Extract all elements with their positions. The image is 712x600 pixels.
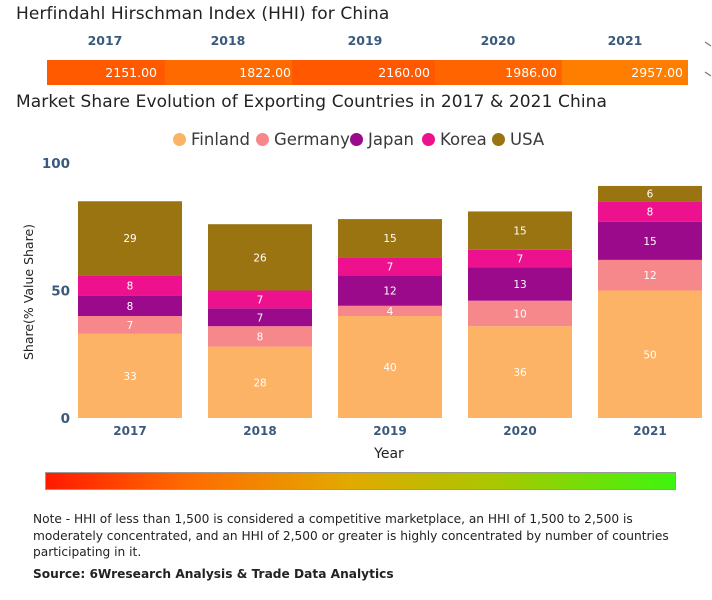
bar-segment-japan [468, 267, 572, 301]
hhi-value: 1822.00 [239, 65, 291, 80]
x-tick-label: 2018 [243, 424, 276, 438]
bar-segment-finland [78, 333, 182, 418]
data-label: 28 [253, 377, 266, 389]
scroll-edge-marks [704, 41, 712, 77]
data-label: 29 [123, 233, 136, 245]
concentration-color-scale [45, 472, 676, 490]
hhi-value: 2957.00 [631, 65, 683, 80]
bar-segment-germany [598, 259, 702, 291]
data-label: 7 [387, 261, 394, 273]
bar-segment-korea [598, 201, 702, 222]
legend-item-germany[interactable]: Germany [256, 128, 350, 150]
data-label: 40 [383, 362, 396, 374]
source-text: Source: 6Wresearch Analysis & Trade Data… [33, 567, 394, 581]
bar-segment-usa [598, 185, 702, 202]
data-label: 8 [647, 206, 654, 218]
legend-swatch-icon [350, 132, 363, 146]
data-label: 26 [253, 252, 267, 264]
hhi-value: 2151.00 [105, 65, 157, 80]
bar-segment-japan [338, 275, 442, 306]
bar-segment-japan [598, 221, 702, 260]
bar-segment-germany [338, 305, 442, 316]
data-label: 33 [123, 371, 136, 383]
data-label: 7 [517, 254, 524, 266]
bar-segment-usa [338, 219, 442, 258]
data-label: 4 [387, 306, 394, 318]
bar-segment-japan [78, 295, 182, 316]
legend-label: Finland [191, 129, 250, 149]
note-text: Note - HHI of less than 1,500 is conside… [33, 512, 669, 559]
y-tick-label: 100 [42, 156, 70, 172]
legend-label: Germany [274, 129, 350, 149]
data-label: 6 [647, 189, 654, 201]
data-label: 8 [127, 280, 134, 292]
legend-item-japan[interactable]: Japan [350, 128, 414, 150]
hhi-value: 2160.00 [378, 65, 430, 80]
data-label: 13 [513, 279, 526, 291]
hhi-cell [292, 60, 435, 85]
x-axis-title: Year [373, 446, 404, 462]
legend-swatch-icon [422, 132, 435, 146]
chart-title: Market Share Evolution of Exporting Coun… [16, 92, 608, 112]
y-tick-label: 0 [61, 411, 70, 427]
y-tick-label: 50 [51, 284, 70, 300]
data-label: 7 [257, 312, 264, 324]
hhi-value: 1986.00 [505, 65, 557, 80]
hhi-cell [165, 60, 292, 85]
data-label: 15 [643, 236, 656, 248]
x-tick-label: 2019 [373, 424, 406, 438]
hhi-title: Herfindahl Hirschman Index (HHI) for Chi… [16, 4, 390, 24]
bar-segment-korea [78, 275, 182, 296]
data-label: 12 [643, 270, 656, 282]
chart-legend: Finland Germany Japan Korea USA [0, 128, 712, 150]
hhi-year-label: 2018 [210, 33, 246, 48]
legend-label: Korea [440, 129, 487, 149]
hhi-year-label: 2020 [480, 33, 516, 48]
hhi-year-label: 2019 [347, 33, 383, 48]
bar-segment-japan [208, 308, 312, 327]
hhi-cell [562, 60, 688, 85]
hhi-cell [47, 60, 165, 85]
data-label: 10 [513, 308, 526, 320]
legend-item-usa[interactable]: USA [492, 128, 544, 150]
data-label: 8 [257, 331, 264, 343]
bar-segment-finland [338, 316, 442, 418]
bar-segment-finland [598, 290, 702, 418]
data-label: 15 [513, 226, 526, 238]
legend-swatch-icon [173, 132, 186, 146]
legend-item-korea[interactable]: Korea [422, 128, 487, 150]
data-label: 8 [127, 301, 134, 313]
bar-segment-usa [78, 201, 182, 276]
hhi-year-label: 2017 [87, 33, 123, 48]
stacked-bar-chart: 0 50 100 33 7 8 8 29 2017 28 8 7 7 26 2018 40 4 12 7 15 2019… [21, 156, 702, 462]
bar-segment-korea [208, 290, 312, 309]
bar-segment-usa [208, 224, 312, 291]
bar-segment-usa [468, 211, 572, 250]
legend-swatch-icon [256, 132, 269, 146]
bar-segment-finland [208, 346, 312, 418]
data-label: 7 [127, 320, 134, 332]
bar-segment-germany [78, 316, 182, 334]
hhi-heat-bar: 2151.00 1822.00 2160.00 1986.00 2957.00 [47, 60, 688, 85]
bar-segment-germany [468, 300, 572, 327]
hhi-cell [435, 60, 562, 85]
data-label: 12 [383, 286, 396, 298]
data-label: 36 [513, 367, 527, 379]
y-axis-title: Share(% Value Share) [21, 224, 36, 360]
x-tick-label: 2021 [633, 424, 666, 438]
bar-segment-korea [338, 257, 442, 276]
x-tick-label: 2020 [503, 424, 536, 438]
legend-label: USA [510, 129, 545, 149]
data-label: 15 [383, 233, 396, 245]
hhi-year-label: 2021 [607, 33, 643, 48]
data-label: 50 [643, 349, 656, 361]
bar-segment-germany [208, 326, 312, 347]
bar-segment-finland [468, 326, 572, 418]
legend-swatch-icon [492, 132, 505, 146]
data-label: 7 [257, 294, 264, 306]
legend-label: Japan [368, 129, 415, 149]
bar-segment-korea [468, 249, 572, 268]
legend-item-finland[interactable]: Finland [173, 128, 250, 150]
x-tick-label: 2017 [113, 424, 146, 438]
